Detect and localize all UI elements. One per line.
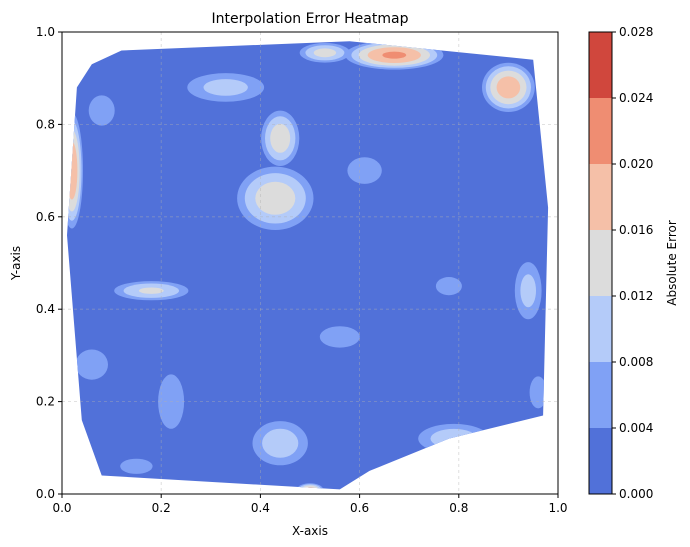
x-tick-label: 1.0: [548, 501, 567, 515]
colorbar-tick-label: 0.016: [619, 223, 653, 237]
colorbar-tick-label: 0.028: [619, 25, 653, 39]
y-axis-ticks: 0.0 0.2 0.4 0.6 0.8 1.0: [36, 25, 62, 501]
y-tick-label: 0.8: [36, 117, 55, 131]
x-tick-label: 0.2: [152, 501, 171, 515]
colorbar: 0.000 0.004 0.008 0.012 0.016 0.020 0.024 0.028…: [588, 25, 679, 501]
y-tick-label: 1.0: [36, 25, 55, 39]
y-tick-label: 0.4: [36, 302, 55, 316]
contour-band-3-hotspot-5: [255, 181, 296, 215]
contour-band-2-hotspot-9: [520, 274, 536, 308]
colorbar-swatch-6: [589, 32, 612, 98]
x-axis-label: X-axis: [292, 524, 328, 538]
colorbar-tick-label: 0.000: [619, 487, 653, 501]
contour-band-1-hotspot-15: [529, 376, 547, 409]
contour-band-5-hotspot-1: [382, 51, 407, 59]
contour-band-1-hotspot-13: [75, 349, 109, 380]
x-tick-label: 0.8: [449, 501, 468, 515]
colorbar-label: Absolute Error: [665, 220, 679, 306]
colorbar-tick-label: 0.008: [619, 355, 653, 369]
contour-band-3-hotspot-6: [138, 287, 164, 294]
y-axis-label: Y-axis: [9, 246, 23, 281]
x-tick-label: 0.6: [350, 501, 369, 515]
plot-area: 0.0 0.2 0.4 0.6 0.8 1.0 0.0 0.2 0.4 0.6 0.8 1.0: [36, 25, 568, 515]
x-tick-label: 0.4: [251, 501, 270, 515]
colorbar-frame: [588, 31, 613, 495]
heatmap-contours: [67, 41, 549, 490]
colorbar-swatch-3: [589, 230, 612, 296]
colorbar-swatch-1: [589, 362, 612, 428]
y-tick-label: 0.6: [36, 210, 55, 224]
colorbar-swatch-4: [589, 164, 612, 230]
y-tick-label: 0.0: [36, 487, 55, 501]
contour-band-3-hotspot-2: [313, 48, 337, 58]
colorbar-tick-label: 0.004: [619, 421, 653, 435]
contour-band-1-hotspot-11: [88, 95, 115, 126]
contour-band-3-hotspot-20: [301, 485, 319, 490]
colorbar-tick-label: 0.024: [619, 91, 653, 105]
contour-band-4-hotspot-0: [496, 76, 521, 99]
colorbar-swatch-5: [589, 98, 612, 164]
colorbar-swatch-2: [589, 296, 612, 362]
contour-band-3-hotspot-4: [270, 123, 291, 153]
contour-band-2-hotspot-7: [262, 428, 299, 458]
x-tick-label: 0.0: [52, 501, 71, 515]
colorbar-tick-label: 0.020: [619, 157, 653, 171]
contour-band-2-hotspot-10: [203, 79, 248, 96]
plot-frame: [61, 31, 559, 495]
contour-band-1-hotspot-18: [120, 458, 153, 474]
x-axis-ticks: 0.0 0.2 0.4 0.6 0.8 1.0: [52, 494, 568, 515]
chart-title: Interpolation Error Heatmap: [212, 11, 409, 27]
contour-band-1-hotspot-16: [319, 326, 360, 348]
contour-band-1-hotspot-12: [435, 277, 462, 296]
colorbar-ticks: 0.000 0.004 0.008 0.012 0.016 0.020 0.024 0.028: [612, 25, 653, 501]
y-tick-label: 0.2: [36, 395, 55, 409]
colorbar-swatch-0: [589, 428, 612, 494]
contour-band-1-hotspot-17: [347, 157, 382, 184]
contour-base-level: [67, 41, 549, 490]
colorbar-tick-label: 0.012: [619, 289, 653, 303]
